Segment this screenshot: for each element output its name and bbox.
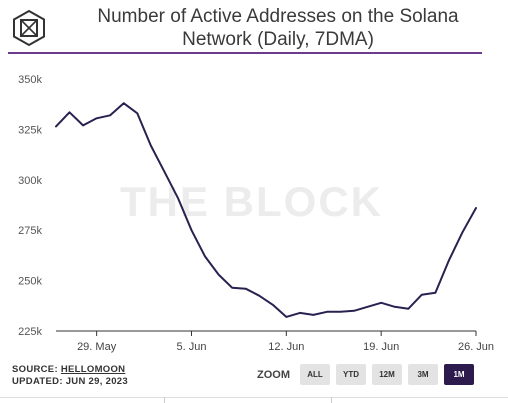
data-point xyxy=(190,229,193,231)
x-tick-label: 5. Jun xyxy=(176,341,206,353)
data-point xyxy=(448,259,450,262)
updated-date: UPDATED: JUN 29, 2023 xyxy=(12,376,128,387)
data-point xyxy=(326,311,328,313)
zoom-3m-button[interactable]: 3M xyxy=(408,364,438,385)
data-point xyxy=(353,310,355,312)
chart-title: Number of Active Addresses on the Solana… xyxy=(58,5,498,51)
data-point xyxy=(163,170,166,173)
data-point xyxy=(109,114,111,117)
data-point xyxy=(421,293,423,296)
y-tick-label: 250k xyxy=(18,276,42,288)
data-point xyxy=(204,255,206,258)
footer-tick xyxy=(164,397,165,403)
data-point xyxy=(393,306,396,308)
data-point xyxy=(380,302,383,304)
data-point xyxy=(434,291,437,294)
x-axis: 29. May 5. Jun 12. Jun 19. Jun 26. Jun xyxy=(56,330,494,353)
data-point xyxy=(177,197,179,199)
data-point xyxy=(285,316,288,318)
source-block: SOURCE: HELLOMOON UPDATED: JUN 29, 2023 xyxy=(12,364,128,388)
the-block-logo-icon xyxy=(13,9,45,47)
footer-divider xyxy=(0,397,508,398)
source-label: SOURCE: xyxy=(12,364,58,375)
source-link[interactable]: HELLOMOON xyxy=(60,364,126,375)
y-tick-label: 225k xyxy=(18,326,42,338)
data-point xyxy=(475,207,477,209)
y-tick-label: 300k xyxy=(18,175,42,187)
data-point xyxy=(150,144,152,147)
data-point xyxy=(231,286,233,289)
zoom-controls: ZOOM ALL YTD 12M 3M 1M xyxy=(257,364,474,385)
line-chart: 225k 250k 275k 300k 325k 350k 29. May 5. Jun 12… xyxy=(18,74,494,353)
data-point xyxy=(299,312,301,314)
series-group xyxy=(55,102,477,318)
footer-tick xyxy=(331,397,332,403)
data-point xyxy=(461,231,464,233)
data-point xyxy=(312,314,315,316)
chart-title-line-1: Number of Active Addresses on the Solana xyxy=(97,6,459,27)
x-tick-label: 29. May xyxy=(77,341,117,353)
y-axis: 225k 250k 275k 300k 325k 350k xyxy=(18,74,42,338)
y-tick-label: 350k xyxy=(18,74,42,86)
data-point xyxy=(339,311,342,313)
series-line xyxy=(55,102,477,318)
zoom-all-button[interactable]: ALL xyxy=(300,364,330,385)
data-point xyxy=(122,102,125,104)
zoom-label: ZOOM xyxy=(257,368,290,381)
data-point xyxy=(55,125,57,128)
chart-title-line-2: Network (Daily, 7DMA) xyxy=(182,29,374,50)
x-tick-label: 12. Jun xyxy=(268,341,304,353)
y-tick-label: 325k xyxy=(18,124,42,136)
data-point xyxy=(258,294,261,297)
zoom-ytd-button[interactable]: YTD xyxy=(336,364,366,385)
data-point xyxy=(244,287,247,290)
data-point xyxy=(272,304,274,306)
data-point xyxy=(95,117,98,120)
data-point xyxy=(217,273,220,276)
x-tick-label: 26. Jun xyxy=(458,341,494,353)
x-tick-label: 19. Jun xyxy=(363,341,399,353)
data-point xyxy=(366,306,369,308)
data-point xyxy=(82,124,84,127)
title-divider xyxy=(8,52,482,54)
data-point xyxy=(136,112,139,115)
zoom-12m-button[interactable]: 12M xyxy=(372,364,402,385)
data-point xyxy=(407,308,410,310)
watermark: THE BLOCK xyxy=(120,178,383,225)
y-tick-label: 275k xyxy=(18,225,42,237)
data-point xyxy=(68,111,71,114)
zoom-1m-button[interactable]: 1M xyxy=(444,364,474,385)
